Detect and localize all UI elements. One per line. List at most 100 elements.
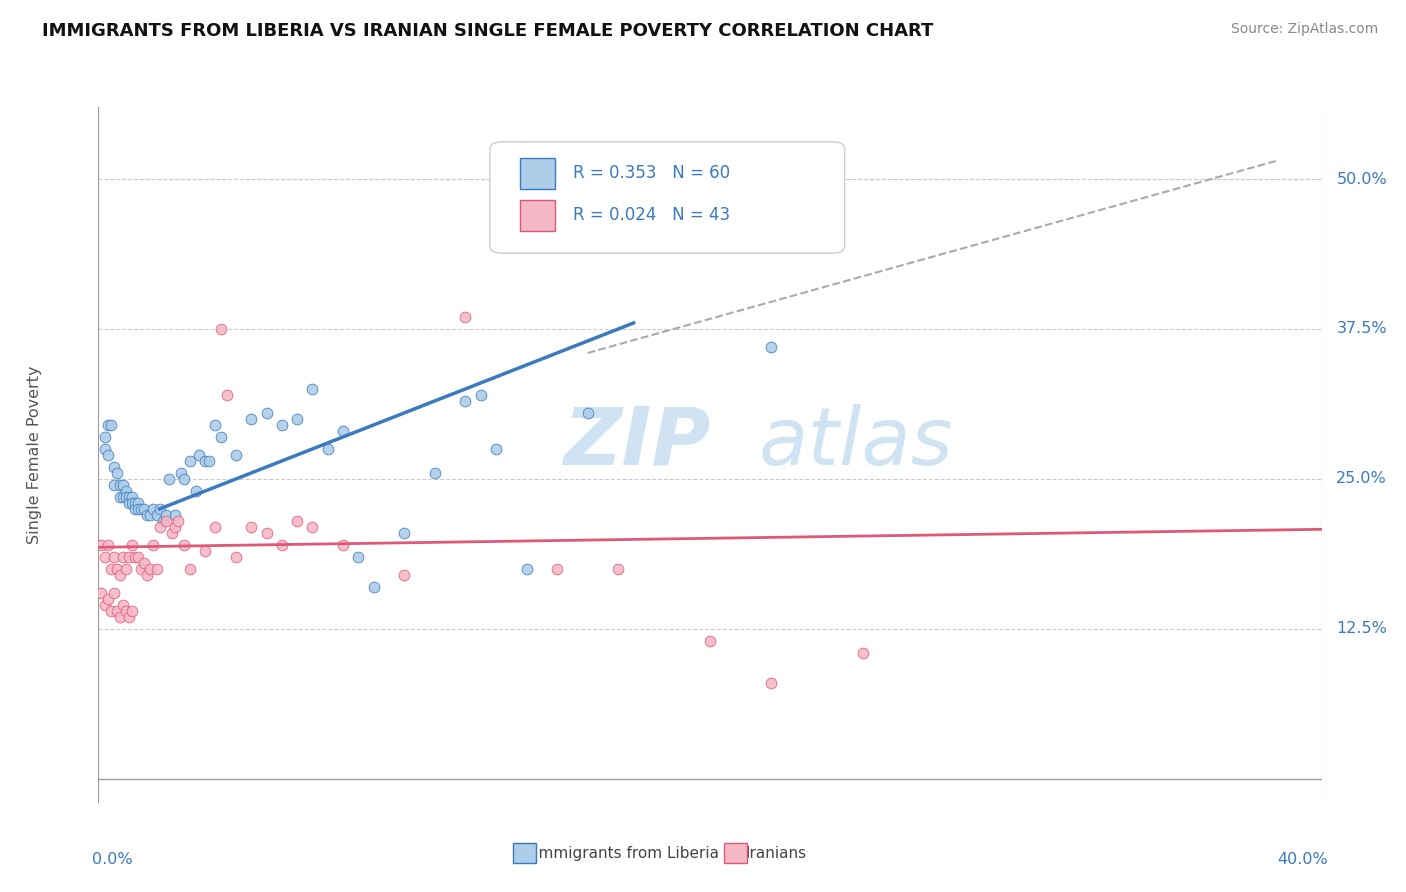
Point <box>470 388 492 402</box>
Point <box>115 490 138 504</box>
Point <box>454 310 477 324</box>
Point <box>167 514 190 528</box>
Point <box>142 538 165 552</box>
FancyBboxPatch shape <box>520 158 555 189</box>
Text: atlas: atlas <box>759 404 953 482</box>
Point <box>103 478 125 492</box>
Text: 25.0%: 25.0% <box>1336 471 1388 486</box>
Text: Iranians: Iranians <box>745 847 806 861</box>
Point <box>270 417 292 432</box>
Point <box>546 562 568 576</box>
Point <box>105 562 128 576</box>
Point <box>127 502 149 516</box>
Point <box>134 502 156 516</box>
Point <box>124 549 146 564</box>
Point <box>225 549 247 564</box>
Point <box>100 604 122 618</box>
Point <box>97 417 120 432</box>
Point <box>194 454 217 468</box>
Point <box>115 562 138 576</box>
Text: ZIP: ZIP <box>562 404 710 482</box>
Point <box>93 430 115 444</box>
Point <box>142 502 165 516</box>
Point <box>115 604 138 618</box>
Point <box>163 508 186 522</box>
Point <box>121 538 143 552</box>
Point <box>121 496 143 510</box>
Point <box>139 562 162 576</box>
Point <box>240 412 263 426</box>
Point <box>118 490 141 504</box>
Point <box>270 538 292 552</box>
Point <box>111 478 134 492</box>
Point <box>852 646 875 660</box>
Point <box>186 483 208 498</box>
Point <box>301 382 323 396</box>
Point <box>170 466 193 480</box>
Point <box>152 514 174 528</box>
Point <box>93 549 115 564</box>
Text: R = 0.353   N = 60: R = 0.353 N = 60 <box>574 164 730 183</box>
Point <box>209 430 232 444</box>
Point <box>100 562 122 576</box>
Point <box>197 454 219 468</box>
Text: R = 0.024   N = 43: R = 0.024 N = 43 <box>574 206 730 224</box>
Point <box>285 412 308 426</box>
Point <box>127 496 149 510</box>
Point <box>118 610 141 624</box>
Point <box>115 483 138 498</box>
Point <box>179 562 201 576</box>
Point <box>285 514 308 528</box>
Point <box>97 591 120 606</box>
Point <box>173 538 195 552</box>
Point <box>516 562 538 576</box>
Point <box>111 490 134 504</box>
Point <box>139 508 162 522</box>
Point <box>347 549 370 564</box>
Text: 0.0%: 0.0% <box>93 852 134 866</box>
Point <box>127 549 149 564</box>
Point <box>209 322 232 336</box>
Point <box>134 556 156 570</box>
Point <box>204 417 226 432</box>
Point <box>145 562 167 576</box>
Point <box>118 496 141 510</box>
Point <box>256 525 278 540</box>
Point <box>121 604 143 618</box>
Point <box>149 502 172 516</box>
Point <box>204 520 226 534</box>
Point <box>97 448 120 462</box>
Point <box>215 388 238 402</box>
Point <box>136 508 159 522</box>
Point <box>105 604 128 618</box>
Point <box>256 406 278 420</box>
Point <box>160 525 183 540</box>
Point <box>121 490 143 504</box>
Point <box>759 676 782 690</box>
Point <box>155 508 177 522</box>
Point <box>699 633 721 648</box>
Point <box>240 520 263 534</box>
Text: Single Female Poverty: Single Female Poverty <box>27 366 42 544</box>
Point <box>108 610 131 624</box>
Point <box>454 393 477 408</box>
Point <box>108 490 131 504</box>
Point <box>93 598 115 612</box>
Point <box>163 520 186 534</box>
Point <box>93 442 115 456</box>
Point <box>392 567 416 582</box>
Point <box>173 472 195 486</box>
Point <box>129 502 152 516</box>
Point <box>157 472 180 486</box>
Text: Source: ZipAtlas.com: Source: ZipAtlas.com <box>1230 22 1378 37</box>
Point <box>124 496 146 510</box>
Point <box>111 598 134 612</box>
Point <box>103 586 125 600</box>
Point <box>316 442 339 456</box>
Point <box>188 448 211 462</box>
Point <box>108 567 131 582</box>
FancyBboxPatch shape <box>520 200 555 231</box>
Text: 40.0%: 40.0% <box>1277 852 1327 866</box>
Point <box>124 502 146 516</box>
Text: 37.5%: 37.5% <box>1336 321 1386 336</box>
